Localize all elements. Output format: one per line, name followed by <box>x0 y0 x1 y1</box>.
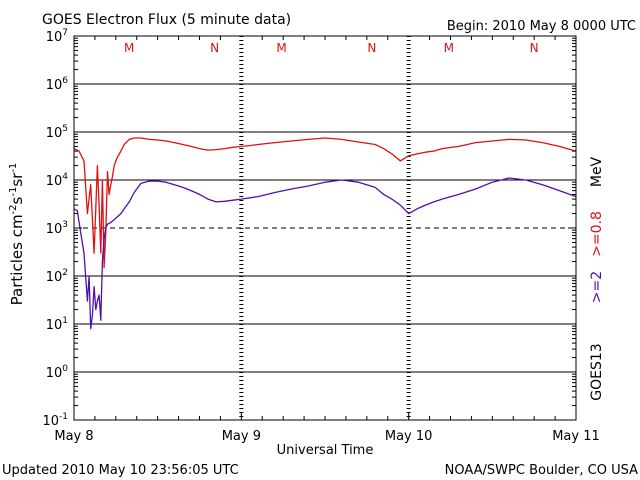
y-tick-exponent: 3 <box>62 220 68 230</box>
x-tick-label: May 10 <box>385 429 433 444</box>
time-marker-label: M <box>124 41 134 55</box>
y-axis-label-exponent: -1 <box>8 187 19 197</box>
satellite-label: GOES13 <box>589 343 605 400</box>
high-energy-label: >=0.8 <box>589 211 605 257</box>
time-marker-label: N <box>210 41 219 55</box>
y-tick-exponent: 5 <box>62 124 68 134</box>
x-tick-label: May 9 <box>222 429 261 444</box>
x-axis: May 8 May 9 May 10 May 11 <box>54 36 600 444</box>
y-tick-label: 102 <box>46 268 68 285</box>
chart-title: GOES Electron Flux (5 minute data) <box>42 12 291 28</box>
y-tick-base: 10 <box>46 174 63 189</box>
x-tick-label: May 8 <box>54 429 93 444</box>
flux-series <box>73 137 577 330</box>
y-tick-exponent: 2 <box>62 268 68 278</box>
y-tick-base: 10 <box>46 318 63 333</box>
y-tick-exponent: -1 <box>59 412 68 422</box>
y-tick-label: 106 <box>46 76 69 93</box>
y-tick-exponent: 0 <box>62 364 68 374</box>
y-tick-label: 105 <box>46 124 68 141</box>
credit-text: NOAA/SWPC Boulder, CO USA <box>445 463 638 478</box>
y-tick-label: 107 <box>46 28 68 45</box>
y-tick-base: 10 <box>46 30 63 45</box>
y-tick-exponent: 6 <box>62 76 68 86</box>
y-tick-base: 10 <box>46 78 63 93</box>
y-tick-label: 10-1 <box>42 412 68 429</box>
y-tick-exponent: 7 <box>62 28 68 38</box>
y-axis-label-part: sr <box>8 172 26 187</box>
begin-date: Begin: 2010 May 8 0000 UTC <box>447 19 636 34</box>
y-axis-label-part: s <box>8 196 26 204</box>
series-line <box>73 177 577 330</box>
y-tick-label: 101 <box>46 316 68 333</box>
energy-unit-label: MeV <box>589 156 605 187</box>
y-axis-label-exponent: -1 <box>8 163 19 173</box>
series-line <box>73 137 577 269</box>
y-tick-label: 100 <box>46 364 69 381</box>
y-tick-base: 10 <box>42 414 59 429</box>
y-tick-base: 10 <box>46 366 63 381</box>
updated-timestamp: Updated 2010 May 10 23:56:05 UTC <box>2 463 239 478</box>
y-axis-label-exponent: -2 <box>8 204 19 214</box>
y-tick-base: 10 <box>46 270 63 285</box>
x-axis-label: Universal Time <box>277 443 374 458</box>
time-marker-label: M <box>444 41 454 55</box>
y-tick-exponent: 4 <box>62 172 68 182</box>
y-axis-label: Particles cm-2s-1sr-1 <box>8 163 26 306</box>
x-tick-label: May 11 <box>552 429 600 444</box>
y-tick-base: 10 <box>46 222 63 237</box>
y-tick-label: 103 <box>46 220 68 237</box>
low-energy-label: >=2 <box>589 271 605 303</box>
y-tick-label: 104 <box>46 172 69 189</box>
time-marker-label: N <box>530 41 539 55</box>
series-legend: MeV >=0.8 >=2 GOES13 <box>589 156 605 400</box>
time-marker-label: M <box>276 41 286 55</box>
time-marker-label: N <box>367 41 376 55</box>
y-axis-label-part: Particles cm <box>8 214 26 305</box>
y-tick-exponent: 1 <box>62 316 68 326</box>
y-tick-base: 10 <box>46 126 63 141</box>
grid-lines <box>74 36 576 420</box>
